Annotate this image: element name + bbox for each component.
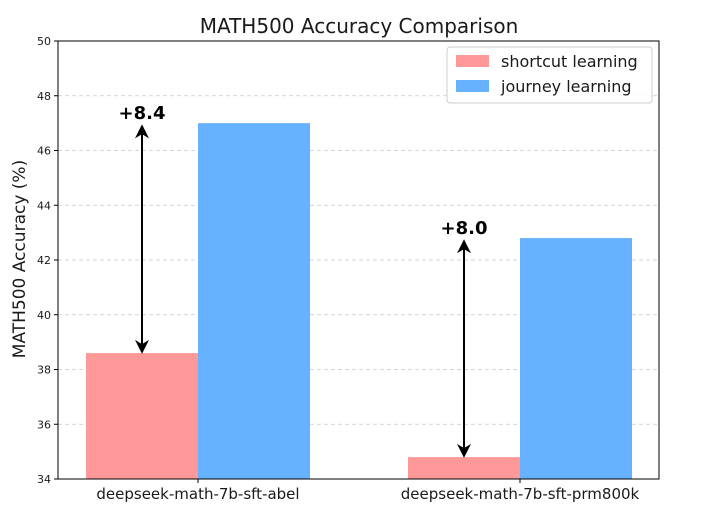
legend-label: journey learning: [500, 77, 631, 96]
legend-box: [446, 46, 653, 104]
legend-swatch: [456, 80, 489, 92]
legend: shortcut learning journey learning: [446, 46, 653, 104]
y-tick-label: 34: [37, 473, 51, 486]
y-tick-label: 46: [37, 145, 51, 158]
bar-journey-0: [198, 123, 310, 479]
x-tick-label: deepseek-math-7b-sft-prm800k: [401, 485, 640, 503]
x-axis-ticks: deepseek-math-7b-sft-abel deepseek-math-7…: [96, 479, 640, 503]
y-tick-label: 36: [37, 418, 51, 431]
y-axis-label: MATH500 Accuracy (%): [10, 160, 30, 358]
y-tick-label: 48: [37, 90, 51, 103]
bars: [86, 123, 632, 479]
x-tick-label: deepseek-math-7b-sft-abel: [96, 485, 299, 503]
y-tick-label: 44: [37, 199, 51, 212]
chart-title: MATH500 Accuracy Comparison: [200, 14, 519, 38]
y-tick-label: 40: [37, 309, 51, 322]
y-tick-label: 50: [37, 35, 51, 48]
y-axis-ticks: 34 36 38 40 42 44 46 48 50: [37, 35, 58, 486]
y-tick-label: 42: [37, 254, 51, 267]
legend-swatch: [456, 55, 489, 67]
bar-shortcut-1: [408, 457, 520, 479]
legend-label: shortcut learning: [501, 52, 638, 71]
y-tick-label: 38: [37, 364, 51, 377]
annotations: +8.4 +8.0: [119, 103, 488, 458]
difference-label: +8.0: [441, 218, 488, 239]
difference-label: +8.4: [119, 103, 166, 124]
bar-journey-1: [520, 238, 632, 479]
bar-shortcut-0: [86, 353, 198, 479]
